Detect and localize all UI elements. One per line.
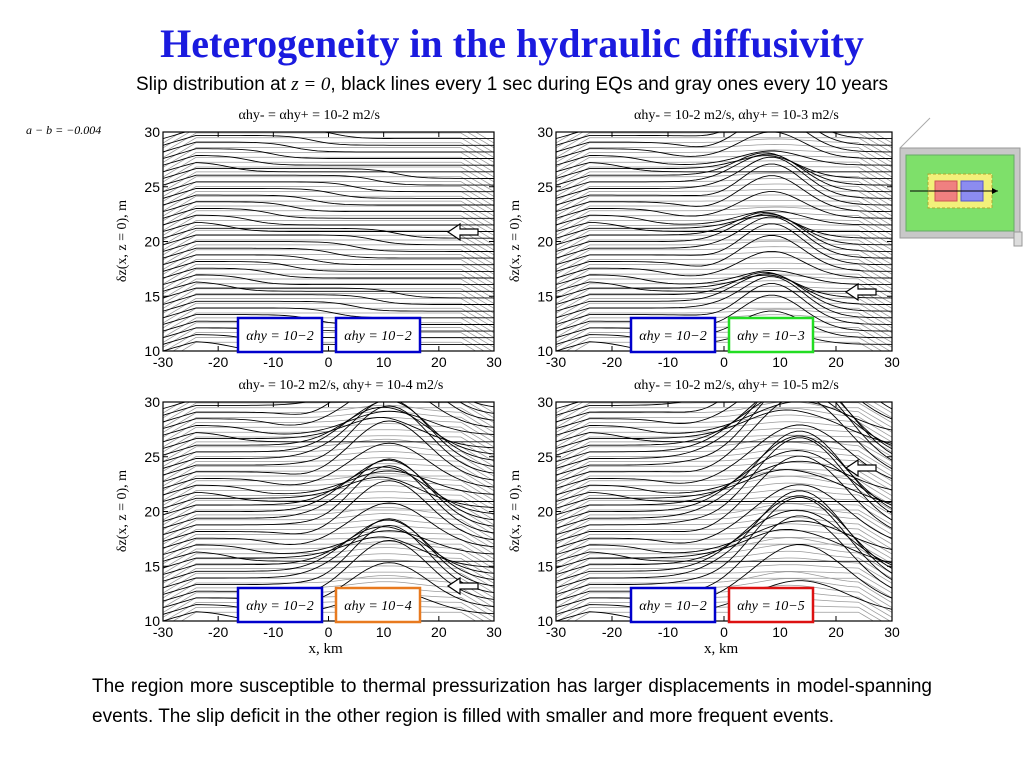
y-tick-label: 30 xyxy=(144,394,160,410)
x-tick-label: 30 xyxy=(486,354,502,370)
slip-panel-1: -30 -20 -10 0 10 20 30 10 15 20 25 30 αhy = 10−2 αhy … xyxy=(144,124,502,370)
y-tick-label: 25 xyxy=(537,449,553,465)
x-tick-label: 20 xyxy=(828,354,844,370)
y-tick-label: 30 xyxy=(537,394,553,410)
legend-label: αhy = 10−3 xyxy=(737,329,804,344)
transition-arrow-icon xyxy=(844,282,877,302)
subtitle-variable: z = 0 xyxy=(291,74,331,95)
y-tick-label: 25 xyxy=(144,449,160,465)
legend-box-2: αhy = 10−4 xyxy=(334,586,422,624)
y-axis-label: δz(x, z = 0), m xyxy=(115,199,130,282)
x-tick-label: 10 xyxy=(772,624,788,640)
legend-box-2: αhy = 10−5 xyxy=(727,586,815,624)
y-tick-label: 30 xyxy=(537,124,553,140)
x-tick-label: 10 xyxy=(376,354,392,370)
legend-box-2: αhy = 10−3 xyxy=(727,316,815,354)
y-tick-label: 25 xyxy=(537,179,553,195)
page-title: Heterogeneity in the hydraulic diffusivi… xyxy=(160,21,864,66)
x-tick-label: -10 xyxy=(658,624,678,640)
slip-contours xyxy=(163,402,494,621)
x-tick-label: 20 xyxy=(828,624,844,640)
transition-arrow-icon xyxy=(446,576,479,596)
x-tick-label: 20 xyxy=(431,624,447,640)
figure-panels: -30 -20 -10 0 10 20 30 10 15 20 25 30 αhy = 10−2 αhy … xyxy=(144,117,1023,640)
page-subtitle: Slip distribution at z = 0, black lines … xyxy=(0,74,1024,96)
legend-box-1: αhy = 10−2 xyxy=(236,586,324,624)
slip-panel-4: -30 -20 -10 0 10 20 30 10 15 20 25 30 αhy = 10−2 αhy … xyxy=(537,394,900,640)
x-tick-label: -30 xyxy=(546,354,566,370)
x-tick-label: -10 xyxy=(263,624,283,640)
friction-parameter-label: a − b = −0.004 xyxy=(26,123,102,137)
y-axis-label: δz(x, z = 0), m xyxy=(508,199,523,282)
x-tick-label: -10 xyxy=(658,354,678,370)
y-tick-label: 20 xyxy=(144,504,160,520)
slip-contours xyxy=(163,132,494,351)
x-tick-label: 30 xyxy=(884,354,900,370)
x-tick-label: -10 xyxy=(263,354,283,370)
slip-panel-3: -30 -20 -10 0 10 20 30 10 15 20 25 30 αhy = 10−2 αhy … xyxy=(144,394,502,640)
legend-box-1: αhy = 10−2 xyxy=(236,316,324,354)
x-tick-label: 30 xyxy=(884,624,900,640)
y-tick-label: 15 xyxy=(144,558,160,574)
x-tick-label: 10 xyxy=(376,624,392,640)
legend-label: αhy = 10−2 xyxy=(344,329,411,344)
y-tick-label: 15 xyxy=(537,558,553,574)
y-tick-label: 15 xyxy=(144,288,160,304)
legend-box-2: αhy = 10−2 xyxy=(334,316,422,354)
y-tick-label: 10 xyxy=(537,343,553,359)
x-tick-label: 10 xyxy=(772,354,788,370)
legend-label: αhy = 10−2 xyxy=(246,599,313,614)
x-tick-label: 20 xyxy=(431,354,447,370)
panel-title: αhy- = αhy+ = 10-2 m2/s xyxy=(238,108,380,123)
x-axis-label: x, km xyxy=(704,641,739,657)
y-axis-label: δz(x, z = 0), m xyxy=(508,469,523,552)
x-tick-label: -20 xyxy=(208,354,228,370)
subtitle-before: Slip distribution at xyxy=(135,74,292,95)
legend-box-1: αhy = 10−2 xyxy=(629,316,717,354)
x-tick-label: -30 xyxy=(153,624,173,640)
x-tick-label: -30 xyxy=(546,624,566,640)
subtitle-after: , black lines every 1 sec during EQs and… xyxy=(330,74,889,95)
y-tick-label: 20 xyxy=(537,234,553,250)
legend-label: αhy = 10−2 xyxy=(639,599,706,614)
y-tick-label: 10 xyxy=(144,343,160,359)
y-tick-label: 30 xyxy=(144,124,160,140)
x-tick-label: -20 xyxy=(602,354,622,370)
x-tick-label: -20 xyxy=(208,624,228,640)
panel-title: αhy- = 10-2 m2/s, αhy+ = 10-5 m2/s xyxy=(634,378,839,393)
y-tick-label: 20 xyxy=(144,234,160,250)
x-tick-label: 0 xyxy=(720,354,728,370)
legend-label: αhy = 10−5 xyxy=(737,599,804,614)
x-tick-label: -20 xyxy=(602,624,622,640)
x-tick-label: 0 xyxy=(720,624,728,640)
legend-label: αhy = 10−2 xyxy=(246,329,313,344)
panel-title: αhy- = 10-2 m2/s, αhy+ = 10-4 m2/s xyxy=(238,378,444,393)
x-tick-label: 30 xyxy=(486,624,502,640)
x-tick-label: 0 xyxy=(325,354,333,370)
y-tick-label: 15 xyxy=(537,288,553,304)
panel-title: αhy- = 10-2 m2/s, αhy+ = 10-3 m2/s xyxy=(634,108,839,123)
explanation-text: The region more susceptible to thermal p… xyxy=(92,676,932,727)
x-axis-label: x, km xyxy=(308,641,343,657)
x-tick-label: 0 xyxy=(325,624,333,640)
transition-arrow-icon xyxy=(446,222,479,242)
fault-schematic-inset xyxy=(899,117,1023,247)
legend-box-1: αhy = 10−2 xyxy=(629,586,717,624)
y-tick-label: 25 xyxy=(144,179,160,195)
slip-contours xyxy=(556,132,892,351)
slip-panel-2: -30 -20 -10 0 10 20 30 10 15 20 25 30 αhy = 10−2 αhy … xyxy=(537,124,900,370)
y-tick-label: 10 xyxy=(144,613,160,629)
y-axis-label: δz(x, z = 0), m xyxy=(115,469,130,552)
y-tick-label: 10 xyxy=(537,613,553,629)
legend-label: αhy = 10−4 xyxy=(344,599,411,614)
x-tick-label: -30 xyxy=(153,354,173,370)
y-tick-label: 20 xyxy=(537,504,553,520)
transition-arrow-icon xyxy=(844,458,877,478)
legend-label: αhy = 10−2 xyxy=(639,329,706,344)
